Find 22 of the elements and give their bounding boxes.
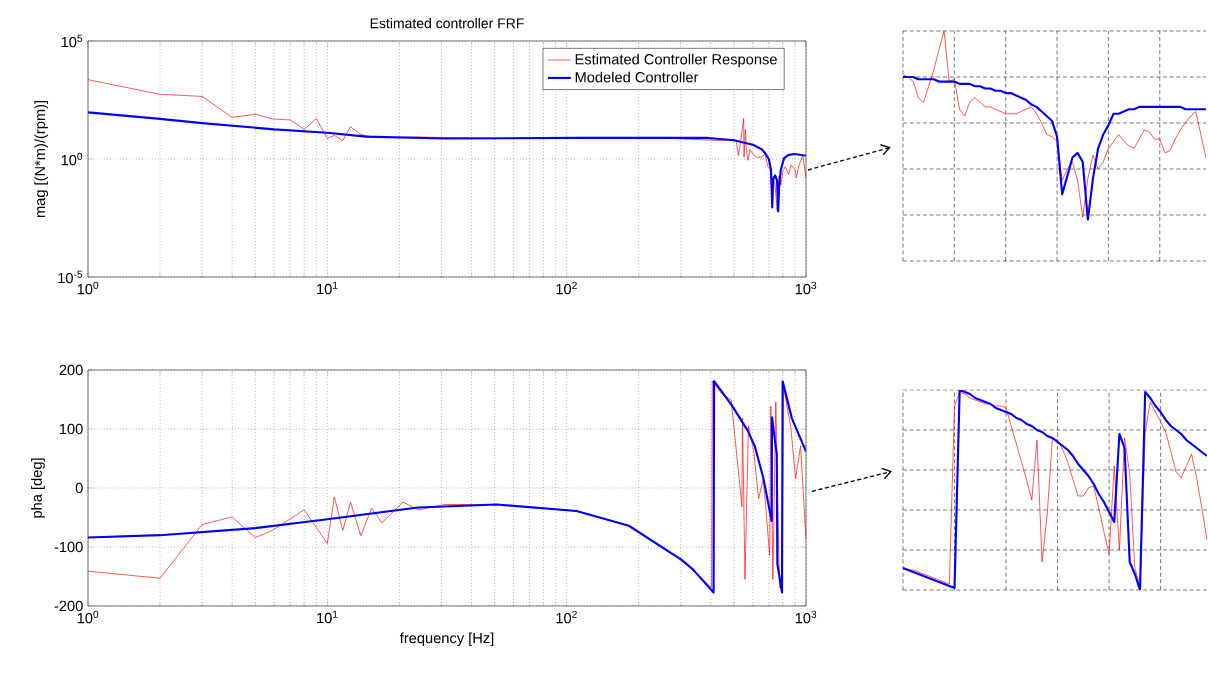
y-tick-label: 10$^{-5}$	[58, 270, 83, 284]
x-tick-label: 10$^{1}$	[317, 281, 338, 295]
y-tick-label: 10$^{0}$	[61, 152, 83, 166]
x-tick-label: 10$^{3}$	[795, 610, 817, 624]
x-tick-label: 10$^{3}$	[795, 281, 817, 295]
y-axis-title: mag [(N*m)/(rpm)]	[34, 100, 49, 218]
legend-label: Estimated Controller Response	[575, 53, 777, 68]
y-tick-label: 10$^{5}$	[61, 34, 83, 48]
y-tick-label: 0	[75, 482, 83, 494]
legend-label: Modeled Controller	[575, 71, 699, 83]
x-tick-label: 10$^{2}$	[556, 281, 577, 295]
x-tick-label: 10$^{2}$	[556, 610, 577, 624]
y-tick-label: -100	[54, 541, 83, 553]
x-tick-label: 10$^{0}$	[77, 610, 99, 624]
chart-title: Estimated controller FRF	[370, 18, 524, 29]
y-tick-label: -200	[54, 600, 83, 612]
y-tick-label: 100	[59, 423, 83, 435]
x-tick-label: 10$^{1}$	[317, 610, 338, 624]
x-axis-title: frequency [Hz]	[399, 632, 494, 647]
y-tick-label: 200	[59, 364, 83, 376]
y-axis-title: pha [deg]	[31, 458, 45, 518]
x-tick-label: 10$^{0}$	[77, 281, 99, 295]
